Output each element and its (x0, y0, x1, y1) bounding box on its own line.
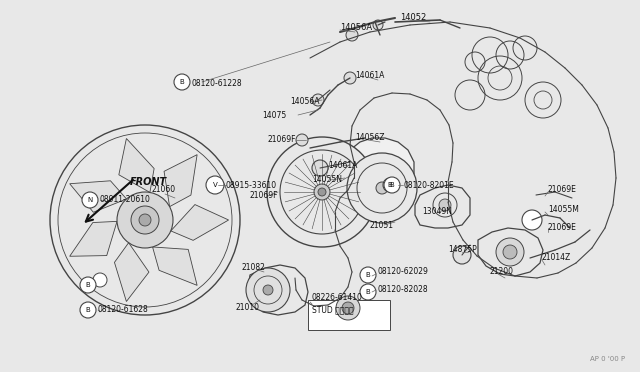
Polygon shape (115, 243, 149, 301)
Text: B: B (180, 79, 184, 85)
Circle shape (296, 134, 308, 146)
Circle shape (344, 72, 356, 84)
Text: 08120-62029: 08120-62029 (378, 267, 429, 276)
Text: 14056A: 14056A (340, 23, 372, 32)
Text: 21069F: 21069F (250, 190, 278, 199)
Circle shape (80, 302, 96, 318)
Text: STUD スタッド: STUD スタッド (312, 305, 354, 314)
Text: 14056A: 14056A (290, 97, 319, 106)
Text: 14061A: 14061A (328, 160, 357, 170)
Text: B: B (390, 182, 394, 188)
Text: 21082: 21082 (242, 263, 266, 273)
Circle shape (496, 238, 524, 266)
Circle shape (82, 192, 98, 208)
Text: 21014Z: 21014Z (542, 253, 572, 263)
Text: 14055N: 14055N (312, 176, 342, 185)
Circle shape (360, 284, 376, 300)
Polygon shape (70, 181, 127, 212)
Text: 21069E: 21069E (548, 186, 577, 195)
Text: 08911-20610: 08911-20610 (100, 196, 151, 205)
Text: 08120-61628: 08120-61628 (98, 305, 148, 314)
Text: B: B (388, 182, 392, 188)
Text: 08120-8201E: 08120-8201E (403, 180, 454, 189)
Text: B: B (365, 272, 371, 278)
Text: 21051: 21051 (370, 221, 394, 230)
Text: 21010: 21010 (236, 304, 260, 312)
Polygon shape (345, 138, 414, 202)
Circle shape (80, 277, 96, 293)
Text: 08915-33610: 08915-33610 (226, 180, 277, 189)
Polygon shape (308, 300, 390, 330)
Polygon shape (70, 221, 117, 256)
Circle shape (206, 176, 224, 194)
Text: 21200: 21200 (490, 267, 514, 276)
Circle shape (360, 267, 376, 283)
Circle shape (503, 245, 517, 259)
Circle shape (312, 94, 324, 106)
Polygon shape (164, 155, 197, 206)
Circle shape (117, 192, 173, 248)
Text: B: B (86, 307, 90, 313)
Text: B: B (365, 289, 371, 295)
Text: FRONT: FRONT (130, 177, 167, 187)
Circle shape (383, 178, 397, 192)
Text: 14075: 14075 (262, 110, 286, 119)
Circle shape (131, 206, 159, 234)
Text: 14055M: 14055M (548, 205, 579, 215)
Text: B: B (86, 282, 90, 288)
Circle shape (318, 188, 326, 196)
Circle shape (263, 285, 273, 295)
Circle shape (267, 137, 377, 247)
Circle shape (93, 273, 107, 287)
Text: 08120-82028: 08120-82028 (378, 285, 429, 295)
Circle shape (174, 74, 190, 90)
Polygon shape (478, 228, 543, 276)
Circle shape (384, 177, 400, 193)
Circle shape (139, 214, 151, 226)
Polygon shape (152, 247, 197, 285)
Text: 14052: 14052 (400, 13, 426, 22)
Text: 13049N: 13049N (422, 208, 452, 217)
Polygon shape (248, 265, 308, 315)
Circle shape (246, 268, 290, 312)
Circle shape (439, 199, 451, 211)
Circle shape (312, 160, 328, 176)
Circle shape (453, 246, 471, 264)
Polygon shape (171, 205, 228, 240)
Text: 14056Z: 14056Z (355, 134, 385, 142)
Text: 14875P: 14875P (448, 246, 477, 254)
Text: 21069E: 21069E (548, 224, 577, 232)
Circle shape (336, 296, 360, 320)
Circle shape (347, 153, 417, 223)
Circle shape (346, 29, 358, 41)
Circle shape (342, 302, 354, 314)
Text: 21069F: 21069F (268, 135, 296, 144)
Polygon shape (415, 185, 470, 228)
Text: N: N (88, 197, 93, 203)
Polygon shape (119, 138, 154, 192)
Text: 21060: 21060 (152, 186, 176, 195)
Text: 08120-61228: 08120-61228 (192, 78, 243, 87)
Circle shape (373, 20, 383, 30)
Text: V: V (212, 182, 218, 188)
Text: 08226-61410: 08226-61410 (312, 294, 363, 302)
Text: AP 0 '00 P: AP 0 '00 P (590, 356, 625, 362)
Circle shape (376, 182, 388, 194)
Circle shape (314, 184, 330, 200)
Circle shape (522, 210, 542, 230)
Text: 14061A: 14061A (355, 71, 385, 80)
